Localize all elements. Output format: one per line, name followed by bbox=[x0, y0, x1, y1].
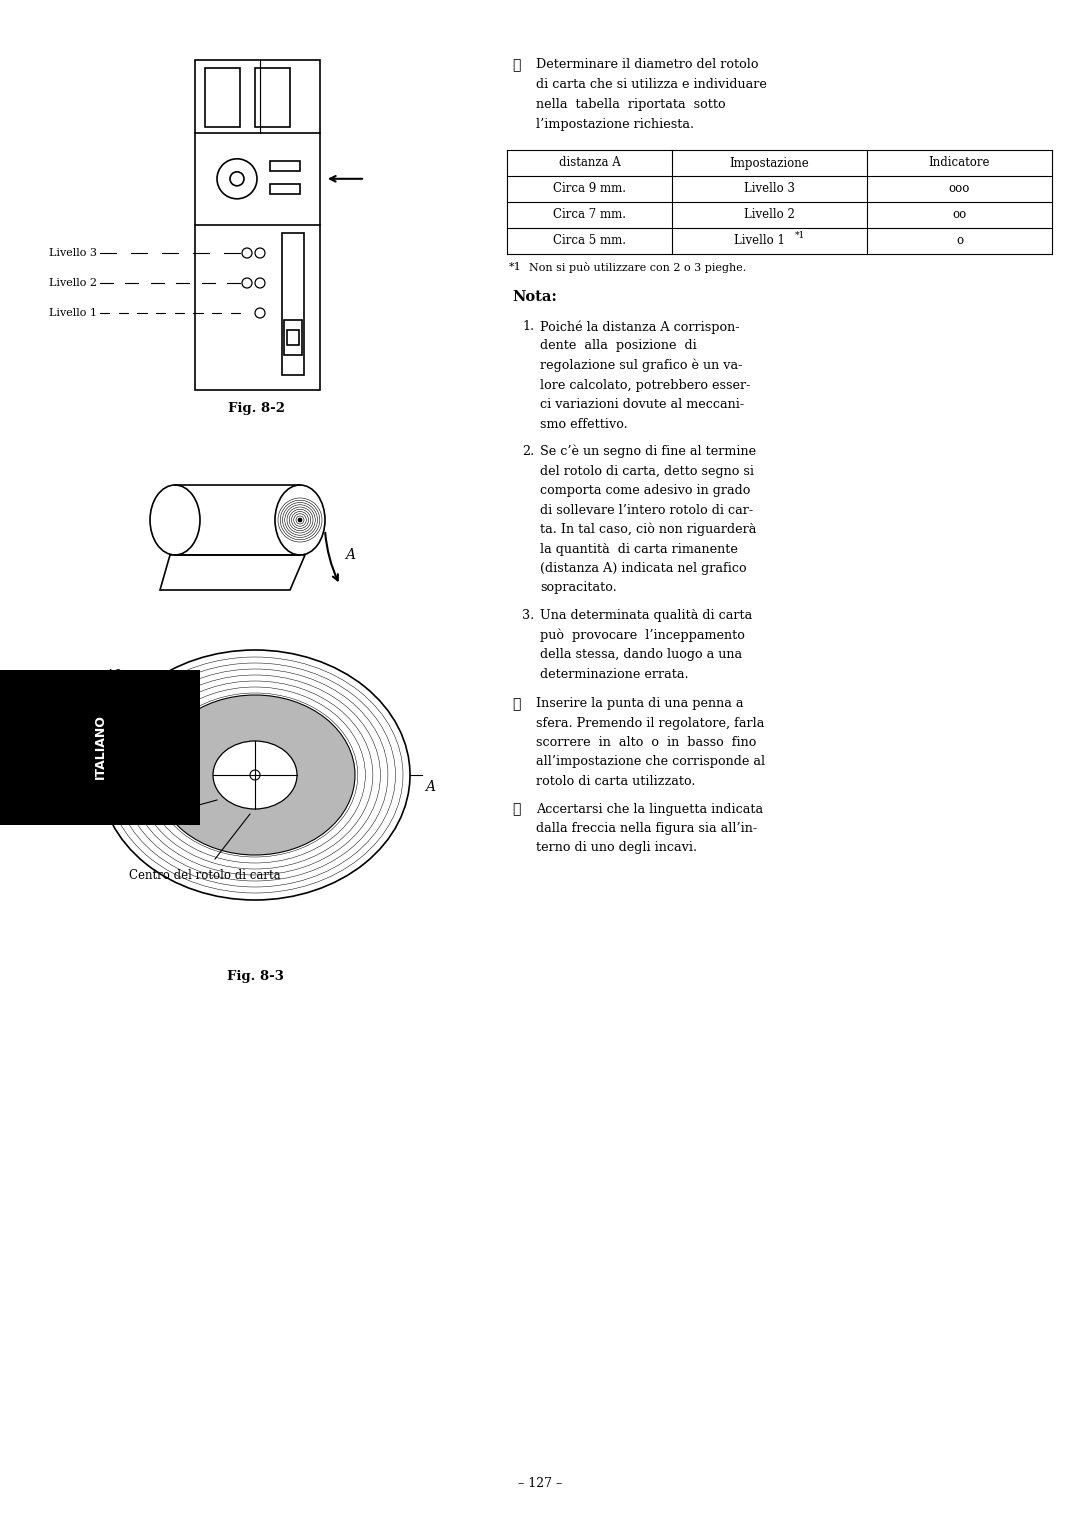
Bar bbox=[270, 161, 300, 171]
Text: 2.: 2. bbox=[522, 445, 535, 459]
Text: *1: *1 bbox=[509, 261, 522, 272]
Text: Determinare il diametro del rotolo: Determinare il diametro del rotolo bbox=[536, 58, 758, 70]
Bar bbox=[0, 670, 200, 826]
Text: Circa 9 mm.: Circa 9 mm. bbox=[553, 182, 626, 196]
Text: Livello 2: Livello 2 bbox=[49, 278, 97, 287]
Text: (distanza A) indicata nel grafico: (distanza A) indicata nel grafico bbox=[540, 563, 746, 575]
Bar bbox=[195, 60, 320, 390]
Text: Livello 3: Livello 3 bbox=[744, 182, 795, 196]
Text: Inserire la punta di una penna a: Inserire la punta di una penna a bbox=[536, 697, 743, 709]
Text: Accertarsi che la linguetta indicata: Accertarsi che la linguetta indicata bbox=[536, 803, 764, 815]
Text: distanza A: distanza A bbox=[558, 156, 620, 170]
Ellipse shape bbox=[275, 485, 325, 555]
Text: Livello 1: Livello 1 bbox=[49, 307, 97, 318]
Text: A: A bbox=[426, 780, 435, 794]
Bar bbox=[270, 183, 300, 194]
Text: scorrere  in  alto  o  in  basso  fino: scorrere in alto o in basso fino bbox=[536, 735, 756, 749]
Text: comporta come adesivo in grado: comporta come adesivo in grado bbox=[540, 485, 751, 497]
Text: ø18 mm: ø18 mm bbox=[100, 668, 148, 682]
Text: smo effettivo.: smo effettivo. bbox=[540, 417, 627, 431]
Text: Fig. 8-2: Fig. 8-2 bbox=[229, 402, 285, 414]
Text: del rotolo di carta, detto segno si: del rotolo di carta, detto segno si bbox=[540, 465, 754, 477]
Circle shape bbox=[230, 171, 244, 187]
Text: *1: *1 bbox=[795, 231, 805, 240]
Circle shape bbox=[255, 278, 265, 287]
Text: la quantità  di carta rimanente: la quantità di carta rimanente bbox=[540, 543, 738, 555]
Text: ⑦: ⑦ bbox=[512, 803, 521, 816]
Text: Impostazione: Impostazione bbox=[730, 156, 809, 170]
Text: ITALIANO: ITALIANO bbox=[94, 714, 107, 780]
Ellipse shape bbox=[100, 650, 410, 901]
Text: della stessa, dando luogo a una: della stessa, dando luogo a una bbox=[540, 648, 742, 661]
Text: o: o bbox=[956, 234, 963, 248]
Text: Livello 2: Livello 2 bbox=[744, 208, 795, 222]
Ellipse shape bbox=[213, 742, 297, 809]
Text: l’impostazione richiesta.: l’impostazione richiesta. bbox=[536, 118, 694, 131]
Circle shape bbox=[249, 771, 260, 780]
Text: dente  alla  posizione  di: dente alla posizione di bbox=[540, 339, 697, 353]
Text: ø12 mm: ø12 mm bbox=[90, 813, 138, 827]
Text: Non si può utilizzare con 2 o 3 pieghe.: Non si può utilizzare con 2 o 3 pieghe. bbox=[522, 261, 746, 274]
Bar bbox=[282, 232, 303, 375]
Text: Circa 5 mm.: Circa 5 mm. bbox=[553, 234, 626, 248]
Text: può  provocare  l’inceppamento: può provocare l’inceppamento bbox=[540, 628, 745, 642]
Text: determinazione errata.: determinazione errata. bbox=[540, 668, 689, 680]
Text: 3.: 3. bbox=[522, 609, 535, 622]
Text: ci variazioni dovute al meccani-: ci variazioni dovute al meccani- bbox=[540, 398, 744, 411]
Text: ta. In tal caso, ciò non riguarderà: ta. In tal caso, ciò non riguarderà bbox=[540, 523, 756, 537]
Circle shape bbox=[242, 248, 252, 258]
Bar bbox=[205, 67, 240, 127]
Text: terno di uno degli incavi.: terno di uno degli incavi. bbox=[536, 841, 697, 855]
Text: A: A bbox=[345, 547, 355, 563]
Text: regolazione sul grafico è un va-: regolazione sul grafico è un va- bbox=[540, 359, 742, 373]
Text: Centro del rotolo di carta: Centro del rotolo di carta bbox=[130, 868, 281, 882]
Text: Indicatore: Indicatore bbox=[929, 156, 990, 170]
Ellipse shape bbox=[156, 696, 355, 855]
Text: ⑤: ⑤ bbox=[512, 58, 521, 72]
Text: Nota:: Nota: bbox=[512, 291, 557, 304]
Circle shape bbox=[217, 159, 257, 199]
Polygon shape bbox=[160, 555, 305, 590]
Text: oo: oo bbox=[953, 208, 967, 222]
Text: 1.: 1. bbox=[522, 320, 535, 333]
Ellipse shape bbox=[150, 485, 200, 555]
Text: Se c’è un segno di fine al termine: Se c’è un segno di fine al termine bbox=[540, 445, 756, 459]
Text: ooo: ooo bbox=[949, 182, 970, 196]
Text: Poiché la distanza A corrispon-: Poiché la distanza A corrispon- bbox=[540, 320, 740, 333]
Text: lore calcolato, potrebbero esser-: lore calcolato, potrebbero esser- bbox=[540, 379, 751, 391]
Circle shape bbox=[255, 307, 265, 318]
Text: Una determinata qualità di carta: Una determinata qualità di carta bbox=[540, 609, 753, 622]
Circle shape bbox=[298, 518, 302, 521]
Text: ⑥: ⑥ bbox=[512, 697, 521, 711]
Text: Fig. 8-3: Fig. 8-3 bbox=[227, 969, 283, 983]
Text: di sollevare l’intero rotolo di car-: di sollevare l’intero rotolo di car- bbox=[540, 503, 753, 517]
Text: rotolo di carta utilizzato.: rotolo di carta utilizzato. bbox=[536, 775, 696, 787]
Circle shape bbox=[242, 278, 252, 287]
Bar bbox=[255, 67, 291, 127]
Text: all’impostazione che corrisponde al: all’impostazione che corrisponde al bbox=[536, 755, 765, 769]
Text: sopracitato.: sopracitato. bbox=[540, 581, 617, 595]
Text: Livello 1: Livello 1 bbox=[734, 234, 785, 248]
Text: – 127 –: – 127 – bbox=[518, 1477, 562, 1489]
Text: Circa 7 mm.: Circa 7 mm. bbox=[553, 208, 626, 222]
Bar bbox=[287, 330, 299, 346]
Text: dalla freccia nella figura sia all’in-: dalla freccia nella figura sia all’in- bbox=[536, 823, 757, 835]
Text: Livello 3: Livello 3 bbox=[49, 248, 97, 258]
Bar bbox=[284, 320, 302, 355]
Text: sfera. Premendo il regolatore, farla: sfera. Premendo il regolatore, farla bbox=[536, 717, 765, 729]
Text: di carta che si utilizza e individuare: di carta che si utilizza e individuare bbox=[536, 78, 767, 92]
Circle shape bbox=[255, 248, 265, 258]
Text: nella  tabella  riportata  sotto: nella tabella riportata sotto bbox=[536, 98, 726, 112]
